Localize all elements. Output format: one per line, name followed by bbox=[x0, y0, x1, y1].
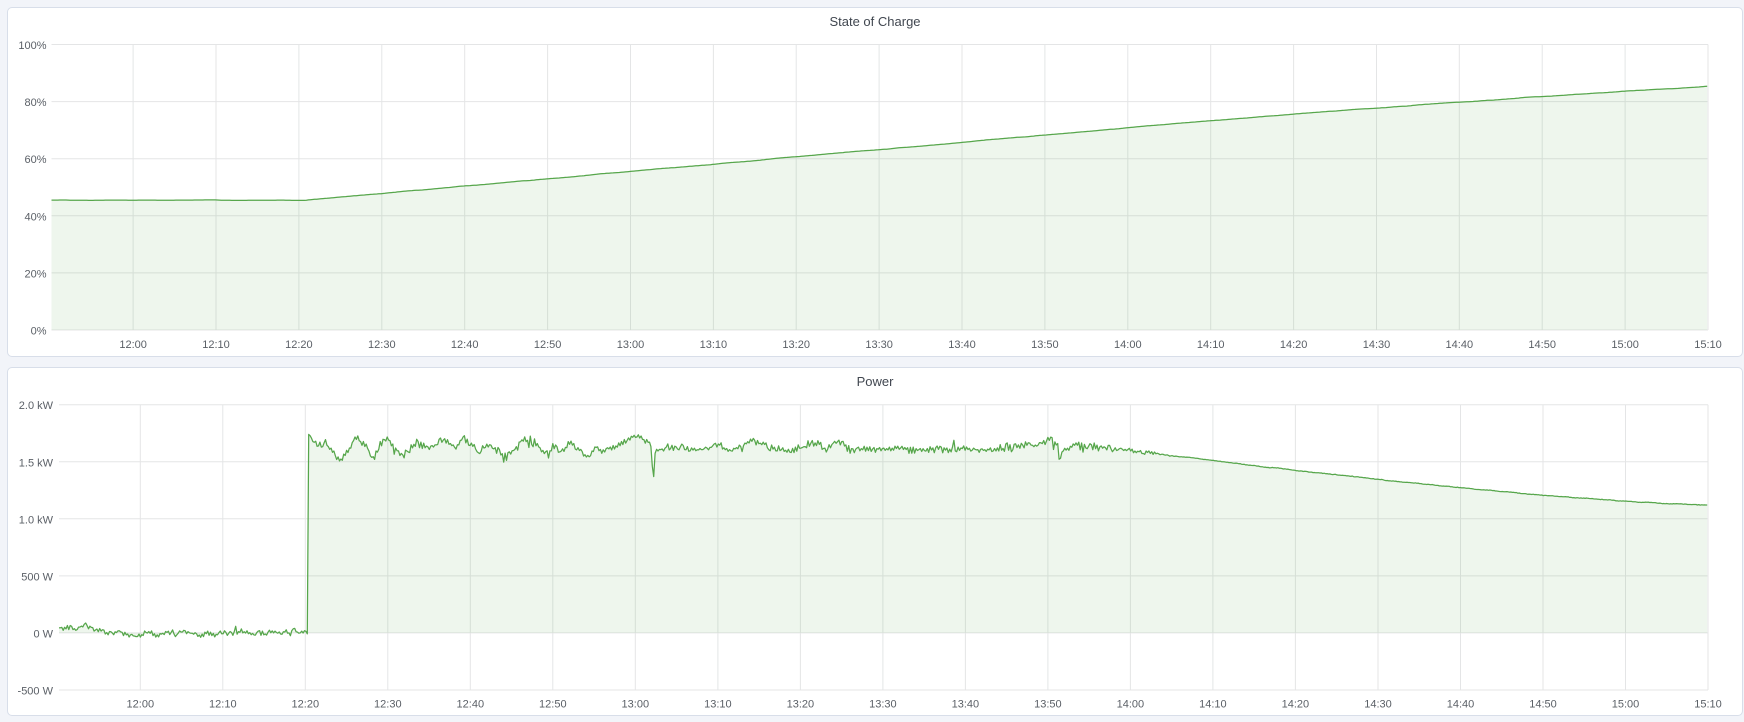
svg-text:14:20: 14:20 bbox=[1282, 698, 1310, 710]
svg-text:13:50: 13:50 bbox=[1034, 698, 1062, 710]
svg-text:12:10: 12:10 bbox=[202, 339, 230, 351]
svg-text:13:40: 13:40 bbox=[948, 339, 976, 351]
svg-text:15:10: 15:10 bbox=[1694, 698, 1722, 710]
svg-text:13:20: 13:20 bbox=[787, 698, 815, 710]
svg-text:14:00: 14:00 bbox=[1117, 698, 1145, 710]
svg-text:1.0 kW: 1.0 kW bbox=[19, 514, 54, 526]
svg-text:20%: 20% bbox=[24, 268, 46, 280]
svg-text:13:30: 13:30 bbox=[865, 339, 893, 351]
svg-text:14:30: 14:30 bbox=[1364, 698, 1392, 710]
svg-text:40%: 40% bbox=[24, 211, 46, 223]
svg-text:12:20: 12:20 bbox=[285, 339, 313, 351]
svg-text:12:40: 12:40 bbox=[451, 339, 479, 351]
svg-text:13:50: 13:50 bbox=[1031, 339, 1059, 351]
svg-text:13:10: 13:10 bbox=[700, 339, 728, 351]
svg-text:14:30: 14:30 bbox=[1363, 339, 1391, 351]
svg-text:60%: 60% bbox=[24, 154, 46, 166]
svg-text:13:20: 13:20 bbox=[782, 339, 810, 351]
svg-text:0 W: 0 W bbox=[33, 628, 53, 640]
svg-text:13:10: 13:10 bbox=[704, 698, 732, 710]
svg-text:500 W: 500 W bbox=[21, 571, 53, 583]
svg-text:12:30: 12:30 bbox=[374, 698, 402, 710]
svg-text:-500 W: -500 W bbox=[18, 686, 54, 698]
svg-text:80%: 80% bbox=[24, 97, 46, 109]
svg-text:12:50: 12:50 bbox=[534, 339, 562, 351]
svg-text:13:00: 13:00 bbox=[617, 339, 645, 351]
svg-text:15:00: 15:00 bbox=[1612, 698, 1640, 710]
svg-text:13:30: 13:30 bbox=[869, 698, 897, 710]
svg-text:0%: 0% bbox=[31, 326, 47, 338]
svg-text:14:50: 14:50 bbox=[1529, 698, 1557, 710]
svg-text:14:40: 14:40 bbox=[1446, 339, 1474, 351]
svg-text:12:50: 12:50 bbox=[539, 698, 567, 710]
svg-text:14:10: 14:10 bbox=[1197, 339, 1225, 351]
svg-text:12:20: 12:20 bbox=[292, 698, 320, 710]
svg-text:1.5 kW: 1.5 kW bbox=[19, 457, 54, 469]
svg-text:2.0 kW: 2.0 kW bbox=[19, 400, 54, 412]
svg-text:13:00: 13:00 bbox=[622, 698, 650, 710]
svg-text:14:00: 14:00 bbox=[1114, 339, 1142, 351]
svg-text:12:00: 12:00 bbox=[127, 698, 155, 710]
svg-text:14:20: 14:20 bbox=[1280, 339, 1308, 351]
svg-text:12:40: 12:40 bbox=[457, 698, 485, 710]
svg-text:14:40: 14:40 bbox=[1447, 698, 1475, 710]
svg-text:13:40: 13:40 bbox=[952, 698, 980, 710]
svg-text:12:30: 12:30 bbox=[368, 339, 396, 351]
svg-text:12:10: 12:10 bbox=[209, 698, 237, 710]
svg-text:100%: 100% bbox=[18, 40, 46, 52]
svg-text:12:00: 12:00 bbox=[119, 339, 147, 351]
svg-text:15:00: 15:00 bbox=[1611, 339, 1639, 351]
svg-text:15:10: 15:10 bbox=[1694, 339, 1722, 351]
svg-text:14:50: 14:50 bbox=[1528, 339, 1556, 351]
svg-text:14:10: 14:10 bbox=[1199, 698, 1227, 710]
